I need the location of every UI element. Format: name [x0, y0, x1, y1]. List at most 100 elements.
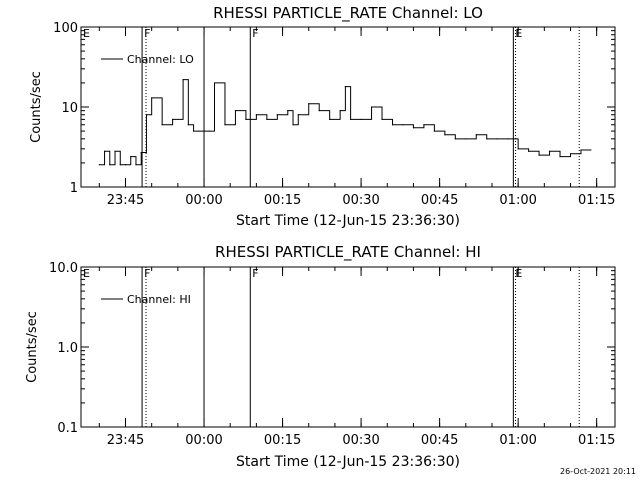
data-point	[172, 118, 174, 120]
panel-lo: RHESSI PARTICLE_RATE Channel: LO Counts/…	[29, 4, 616, 229]
x-axis-label-hi: Start Time (12-Jun-15 23:36:30)	[236, 454, 460, 470]
data-point	[454, 138, 456, 140]
data-point	[198, 130, 200, 132]
data-point	[308, 103, 310, 105]
data-point	[465, 138, 467, 140]
event-marker-label: F	[144, 267, 150, 280]
x-tick-label: 00:45	[421, 433, 458, 448]
y-tick-label: 100	[53, 21, 78, 36]
data-point	[528, 150, 530, 152]
data-point	[192, 130, 195, 132]
y-axis-label-lo: Counts/sec	[29, 71, 44, 143]
data-point	[287, 110, 289, 112]
data-point	[559, 155, 561, 158]
data-point	[433, 130, 435, 132]
data-point	[318, 110, 320, 112]
data-point	[496, 138, 498, 140]
data-point	[423, 124, 425, 126]
data-point	[391, 124, 394, 126]
y-tick-label: 1	[70, 181, 78, 196]
data-point	[124, 164, 127, 166]
data-point	[109, 164, 111, 166]
y-tick-label: 10.0	[49, 261, 78, 276]
data-point	[344, 85, 346, 88]
data-point	[255, 114, 257, 116]
data-point	[548, 150, 551, 152]
data-point	[370, 106, 373, 108]
legend-label: Channel: HI	[127, 293, 191, 306]
data-point	[151, 97, 153, 99]
series-line	[99, 79, 592, 166]
x-tick-label: 01:15	[578, 433, 615, 448]
x-tick-label: 00:15	[264, 193, 301, 208]
x-tick-label: 00:45	[421, 193, 458, 208]
data-point	[145, 114, 148, 116]
data-point	[292, 124, 294, 126]
data-point	[517, 148, 519, 150]
data-point	[135, 164, 137, 166]
data-point	[475, 134, 477, 136]
x-tick-label: 01:15	[578, 193, 615, 208]
data-point	[182, 79, 184, 81]
legend-label: Channel: LO	[127, 53, 194, 66]
event-marker-label: E	[515, 27, 522, 40]
y-tick-label: 0.1	[57, 421, 78, 436]
data-point	[297, 114, 299, 116]
data-point	[266, 118, 268, 120]
data-point	[224, 124, 226, 126]
plot-area-hi: 0.1 1.0 10.0 23:45 00:00 00:15 00:30 00:45 01:00…	[49, 261, 616, 448]
event-marker-label: F	[144, 27, 150, 40]
data-point	[119, 164, 121, 166]
x-tick-label: 23:45	[107, 193, 144, 208]
data-point	[98, 164, 100, 166]
data-point	[114, 150, 116, 152]
plot-frame	[80, 266, 616, 428]
chart-title-hi: RHESSI PARTICLE_RATE Channel: HI	[215, 243, 481, 262]
x-tick-label: 00:30	[342, 193, 379, 208]
data-point	[381, 118, 383, 120]
data-point	[276, 114, 278, 116]
data-point	[507, 138, 509, 140]
data-point	[339, 110, 341, 112]
data-point	[486, 138, 488, 140]
plot-area-lo: 1 10 100 23:45 00:00 00:15 00:30 00:45 01:00 01:1…	[53, 21, 616, 208]
x-tick-label: 00:00	[185, 193, 222, 208]
data-point	[580, 149, 582, 151]
x-tick-label: 00:15	[264, 433, 301, 448]
event-marker-label: F	[252, 267, 258, 280]
data-point	[350, 118, 352, 120]
x-tick-label: 23:45	[107, 433, 144, 448]
chart-title-lo: RHESSI PARTICLE_RATE Channel: LO	[213, 4, 483, 23]
data-point	[360, 118, 362, 120]
data-point	[245, 118, 247, 120]
x-tick-label: 01:00	[499, 193, 536, 208]
data-point	[187, 124, 189, 126]
event-marker-label: E	[83, 27, 90, 40]
data-point	[161, 124, 163, 126]
event-marker-label: F	[252, 27, 258, 40]
event-marker-label: E	[515, 267, 522, 280]
footer-timestamp: 26-Oct-2021 20:11	[560, 467, 636, 476]
x-axis-label-lo: Start Time (12-Jun-15 23:36:30)	[236, 213, 460, 229]
y-tick-label: 10	[61, 101, 78, 116]
event-marker-label: E	[83, 267, 90, 280]
data-point	[130, 155, 132, 158]
x-tick-label: 00:00	[185, 433, 222, 448]
data-point	[329, 118, 331, 120]
data-point	[140, 151, 142, 154]
y-axis-label-hi: Counts/sec	[25, 311, 40, 383]
data-point	[234, 110, 237, 112]
data-point	[569, 153, 572, 155]
panel-hi: RHESSI PARTICLE_RATE Channel: HI Counts/…	[25, 243, 616, 470]
data-point	[203, 130, 205, 132]
data-point	[213, 82, 216, 84]
x-tick-label: 01:00	[499, 433, 536, 448]
plot-frame	[80, 26, 616, 188]
data-point	[208, 130, 210, 132]
data-point	[402, 124, 404, 126]
data-point	[444, 134, 446, 136]
data-point	[538, 154, 540, 156]
data-point	[103, 150, 106, 152]
x-tick-label: 00:30	[342, 433, 379, 448]
